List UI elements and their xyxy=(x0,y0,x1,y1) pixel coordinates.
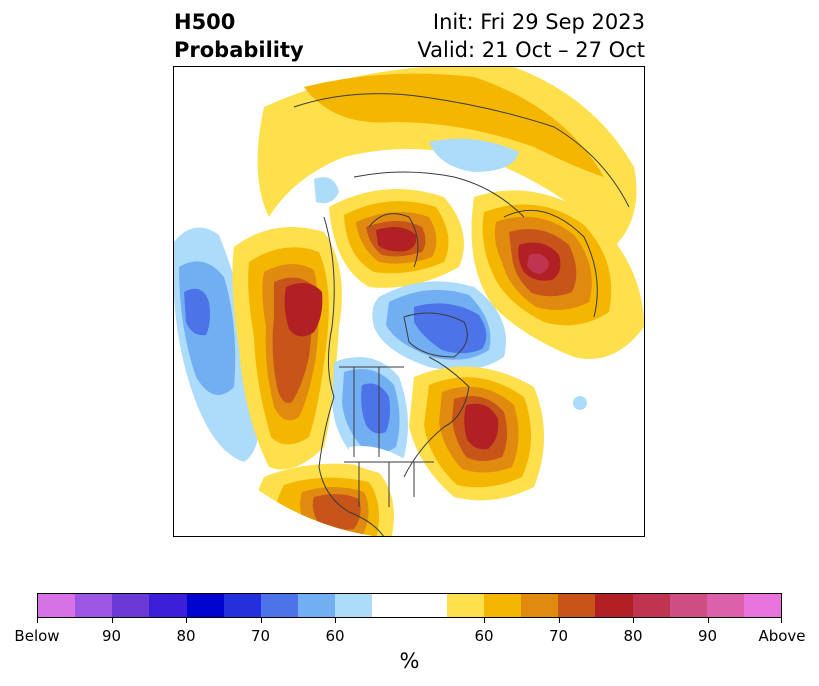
eurasia-inner xyxy=(353,171,525,218)
title-variable: H500 xyxy=(174,10,236,34)
colorbar-label: 80 xyxy=(176,627,196,645)
colorbar-cell xyxy=(372,594,410,617)
north-above-65 xyxy=(304,73,604,177)
colorbar-label: 70 xyxy=(548,627,569,645)
alaska-below xyxy=(314,177,339,204)
colorbar-cell xyxy=(706,594,744,617)
map-title: H500 Probability xyxy=(174,8,304,64)
colorbar-cell xyxy=(112,594,150,617)
land-outlines xyxy=(293,93,630,536)
init-date: Init: Fri 29 Sep 2023 xyxy=(432,10,645,34)
colorbar-label: 60 xyxy=(325,627,345,645)
mex-above-75 xyxy=(312,493,361,530)
colorbar-label: 80 xyxy=(623,627,643,645)
colorbar-cell xyxy=(483,594,522,617)
colorbar-cell xyxy=(595,594,633,617)
colorbar-cell xyxy=(446,594,484,617)
pacific-below-80 xyxy=(184,288,210,336)
colorbar-tick xyxy=(781,618,782,623)
colorbar-cell xyxy=(260,594,299,617)
probability-contours xyxy=(174,67,644,536)
na-east-coast xyxy=(403,356,470,478)
colorbar-tick xyxy=(484,618,485,623)
colorbar-cell xyxy=(186,594,224,617)
colorbar-cell xyxy=(558,594,596,617)
colorbar-label: 90 xyxy=(101,627,122,645)
colorbar-cell xyxy=(632,594,670,617)
ecan-above-80 xyxy=(464,403,499,450)
colorbar xyxy=(37,593,782,618)
north-america-coast xyxy=(318,216,385,536)
map-dates: Init: Fri 29 Sep 2023 Valid: 21 Oct – 27… xyxy=(417,8,645,64)
colorbar-cell xyxy=(669,594,707,617)
scandinavia xyxy=(368,213,419,268)
map-svg xyxy=(174,67,644,536)
siberia-above-85 xyxy=(527,253,549,274)
colorbar-label: 90 xyxy=(697,627,718,645)
valid-range: Valid: 21 Oct – 27 Oct xyxy=(417,38,645,62)
colorbar-cell xyxy=(75,594,113,617)
canada-borders xyxy=(339,366,404,457)
north-sib-below xyxy=(429,138,519,172)
colorbar-labels: Below 90 80 70 60 60 70 80 90 Above xyxy=(14,627,805,647)
colorbar-tick xyxy=(260,618,262,623)
colorbar-tick xyxy=(111,618,113,623)
colorbar-cell xyxy=(409,594,447,617)
colorbar-label: Below xyxy=(14,627,60,645)
colorbar-cell xyxy=(38,594,76,617)
colorbar-cell xyxy=(521,594,559,617)
eurasia-north xyxy=(293,93,630,208)
colorbar-ticks xyxy=(37,618,782,624)
colorbar-unit: % xyxy=(399,649,420,673)
atlantic-below-dot xyxy=(573,396,587,410)
colorbar-tick xyxy=(37,618,38,623)
colorbar-label: 60 xyxy=(474,627,494,645)
us-borders xyxy=(344,461,434,507)
probability-map xyxy=(173,66,645,537)
colorbar-tick xyxy=(558,618,560,623)
colorbar-tick xyxy=(335,618,336,623)
colorbar-label: Above xyxy=(758,627,806,645)
colorbar-label: 70 xyxy=(250,627,271,645)
title-product: Probability xyxy=(174,38,304,62)
europe-above-80 xyxy=(376,226,417,252)
wna-above-80 xyxy=(284,283,323,337)
greenland xyxy=(403,312,468,358)
colorbar-cell xyxy=(149,594,187,617)
siberia-coast xyxy=(503,209,598,318)
colorbar-cell xyxy=(335,594,373,617)
colorbar-tick xyxy=(633,618,634,623)
colorbar-tick xyxy=(707,618,709,623)
arctic-below-80 xyxy=(414,303,487,354)
colorbar-tick xyxy=(186,618,187,623)
colorbar-cell xyxy=(298,594,336,617)
colorbar-cell xyxy=(743,594,782,617)
canada-below-80 xyxy=(361,383,390,434)
colorbar-cell xyxy=(223,594,261,617)
